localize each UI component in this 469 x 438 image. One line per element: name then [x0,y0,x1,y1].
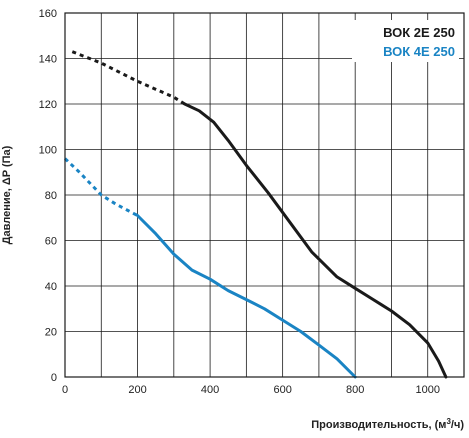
legend-label-vok-4e-250: ВОК 4Е 250 [383,44,455,59]
y-tick-label: 80 [45,190,57,202]
y-tick-label: 0 [51,372,57,384]
series-2-dashed-line [63,157,139,217]
y-tick-label: 20 [45,327,57,339]
x-axis-title-tail: /ч) [451,419,464,431]
y-tick-label: 40 [45,281,57,293]
legend-box [352,20,459,62]
series-1-solid-line [183,102,448,379]
y-axis-title: Давление, ΔP (Па) [1,145,13,244]
series-1-dashed-line [71,50,186,106]
x-tick-label: 200 [128,384,146,396]
legend-label-vok-2e-250: ВОК 2Е 250 [383,25,455,40]
x-tick-label: 600 [273,384,291,396]
series-lines [63,50,448,379]
x-tick-label: 400 [201,384,219,396]
x-axis-title-main: Производительность, (м [311,419,446,431]
tick-labels: 0 200 400 600 800 1000 0 20 40 60 80 100 120 140 160 [39,8,440,396]
y-tick-label: 160 [39,8,57,20]
y-tick-label: 100 [39,145,57,157]
series-2-solid-line [136,214,357,379]
y-tick-label: 120 [39,99,57,111]
y-tick-label: 60 [45,236,57,248]
x-tick-label: 1000 [415,384,439,396]
x-tick-label: 0 [62,384,68,396]
plot-frame [64,12,465,378]
x-tick-label: 800 [346,384,364,396]
x-axis-title: Производительность, (м3/ч) [311,417,464,431]
y-tick-label: 140 [39,54,57,66]
x-axis-title-sup: 3 [446,417,451,426]
legend: ВОК 2Е 250 ВОК 4Е 250 [352,20,459,62]
